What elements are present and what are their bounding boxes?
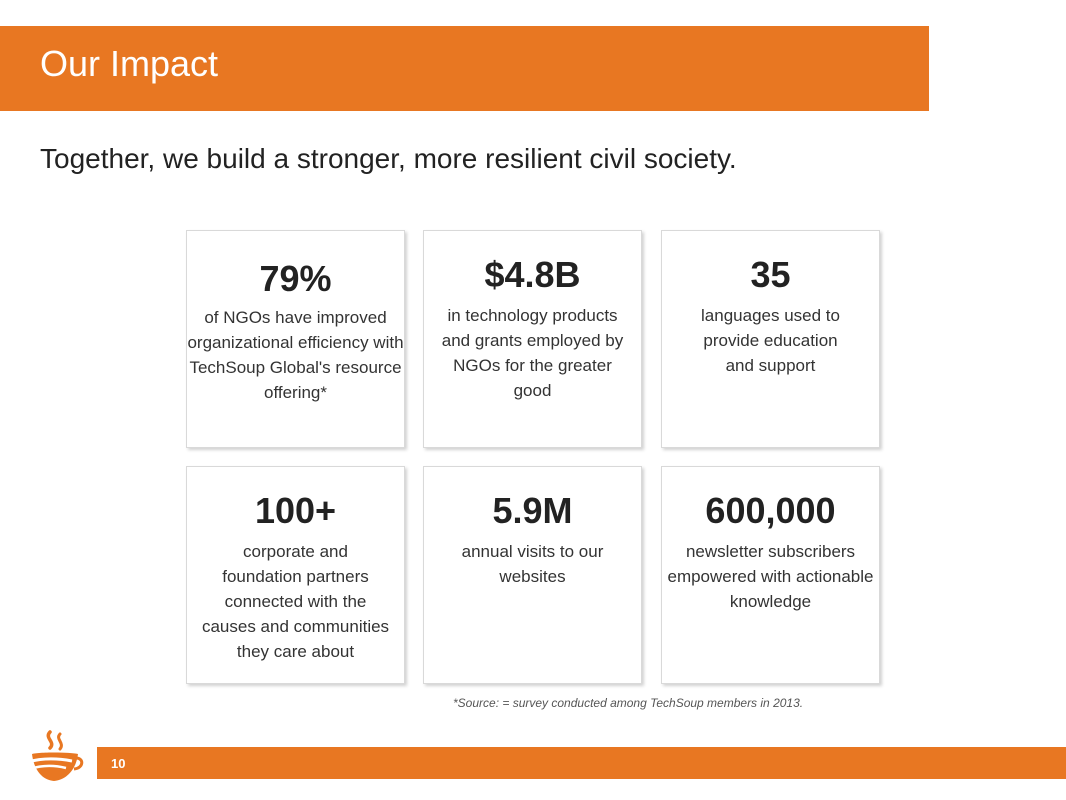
tagline: Together, we build a stronger, more resi… <box>40 143 737 174</box>
stat-card-website-visits: 5.9M annual visits to our websites <box>423 466 642 684</box>
page-number: 10 <box>111 756 126 771</box>
stat-description: corporate and foundation partners connec… <box>201 542 390 661</box>
stat-card-newsletter: 600,000 newsletter subscribers empowered… <box>661 466 880 684</box>
stat-description: in technology products and grants employ… <box>441 306 624 400</box>
stat-description: languages used to provide education and … <box>701 306 840 375</box>
footer-bar: 10 <box>97 747 1066 779</box>
stat-value: 100+ <box>254 490 337 531</box>
teacup-logo-icon <box>27 730 84 781</box>
stat-value: 5.9M <box>492 490 573 531</box>
stat-description: newsletter subscribers empowered with ac… <box>667 542 874 611</box>
stat-card-technology-grants: $4.8B in technology products and grants … <box>423 230 642 448</box>
stat-value: $4.8B <box>484 254 581 295</box>
stat-card-partners: 100+ corporate and foundation partners c… <box>186 466 405 684</box>
stat-value: 600,000 <box>705 490 836 531</box>
source-footnote: *Source: = survey conducted among TechSo… <box>453 696 804 710</box>
stat-description: annual visits to our websites <box>461 542 604 586</box>
stat-description: of NGOs have improved organizational eff… <box>187 308 404 402</box>
stat-card-ngo-efficiency: 79% of NGOs have improved organizational… <box>186 230 405 448</box>
stat-value: 79% <box>259 258 332 299</box>
page-title: Our Impact <box>40 43 219 84</box>
header-bar <box>0 26 929 111</box>
stat-card-languages: 35 languages used to provide education a… <box>661 230 880 448</box>
stat-value: 35 <box>750 254 791 295</box>
